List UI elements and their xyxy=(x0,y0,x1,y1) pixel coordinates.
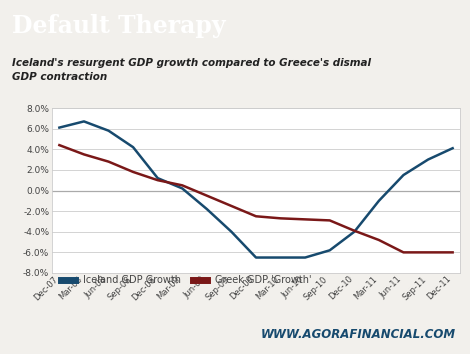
Text: Default Therapy: Default Therapy xyxy=(12,14,226,38)
Text: WWW.AGORAFINANCIAL.COM: WWW.AGORAFINANCIAL.COM xyxy=(261,327,456,341)
Legend: Iceland GDP Growth, Greek GDP 'Growth': Iceland GDP Growth, Greek GDP 'Growth' xyxy=(57,272,315,289)
Text: Iceland's resurgent GDP growth compared to Greece's dismal
GDP contraction: Iceland's resurgent GDP growth compared … xyxy=(12,58,371,82)
